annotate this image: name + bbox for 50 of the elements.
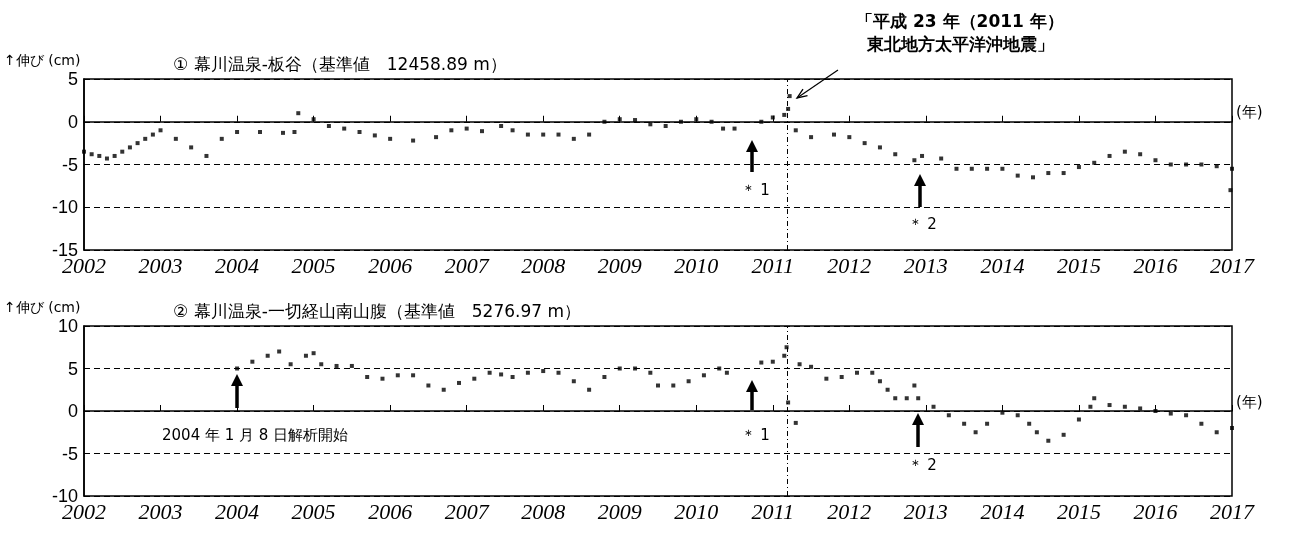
x-tick-label: 2017	[1210, 498, 1255, 524]
x-tick-label: 2015	[1056, 498, 1101, 524]
y-axis-title: ↑伸び (cm)	[4, 299, 81, 315]
y-tick-label: -5	[61, 443, 78, 464]
chart-title: ① 幕川温泉-板谷（基準値 12458.89 m）	[173, 53, 507, 74]
y-tick-label: 10	[57, 316, 78, 336]
y-tick-label: -10	[51, 197, 78, 218]
x-tick-label: 2005	[291, 498, 336, 524]
annotation: ＊ 2	[907, 455, 937, 476]
x-tick-label: 2009	[597, 252, 642, 278]
x-tick-label: 2003	[138, 252, 183, 278]
x-tick-label: 2006	[368, 498, 413, 524]
x-tick-label: 2014	[980, 252, 1025, 278]
x-tick-label: 2016	[1133, 252, 1178, 278]
x-tick-label: 2010	[674, 252, 719, 278]
x-tick-label: 2004	[215, 252, 260, 278]
x-tick-label: 2012	[827, 498, 872, 524]
x-tick-label: 2004	[215, 498, 260, 524]
x-tick-label: 2014	[980, 498, 1025, 524]
x-tick-label: 2007	[444, 252, 490, 278]
annotation: 2004 年 1 月 8 日解析開始	[162, 425, 349, 446]
y-tick-label: 0	[67, 111, 78, 132]
x-tick-label: 2003	[138, 498, 183, 524]
chart-title: ② 幕川温泉-一切経山南山腹（基準値 5276.97 m）	[173, 300, 582, 321]
annotation: ＊ 1	[740, 425, 770, 446]
x-tick-label: 2008	[521, 498, 566, 524]
x-tick-label: 2015	[1056, 252, 1101, 278]
x-tick-label: 2017	[1210, 252, 1255, 278]
y-tick-label: 5	[67, 69, 78, 89]
x-tick-label: 2011	[751, 252, 794, 278]
x-tick-label: 2007	[444, 498, 490, 524]
annotation: ＊ 2	[907, 214, 937, 235]
y-tick-label: -5	[61, 154, 78, 175]
text: 「平成 23 年（2011 年）東北地方太平洋沖地震」	[855, 10, 1065, 56]
x-axis-title: (年)	[1236, 392, 1263, 411]
x-tick-label: 2008	[521, 252, 566, 278]
annotation: ＊ 1	[740, 180, 770, 201]
y-axis-title: ↑伸び (cm)	[4, 52, 81, 68]
x-tick-label: 2006	[368, 252, 413, 278]
x-tick-label: 2010	[674, 498, 719, 524]
x-tick-label: 2013	[903, 252, 948, 278]
y-tick-label: 5	[67, 358, 78, 379]
x-tick-label: 2011	[751, 498, 794, 524]
x-tick-label: 2005	[291, 252, 336, 278]
x-tick-label: 2016	[1133, 498, 1178, 524]
x-tick-label: 2012	[827, 252, 872, 278]
y-tick-label: 0	[67, 401, 78, 421]
x-tick-label: 2013	[903, 498, 948, 524]
x-tick-label: 2009	[597, 498, 642, 524]
x-axis-title: (年)	[1236, 103, 1263, 122]
